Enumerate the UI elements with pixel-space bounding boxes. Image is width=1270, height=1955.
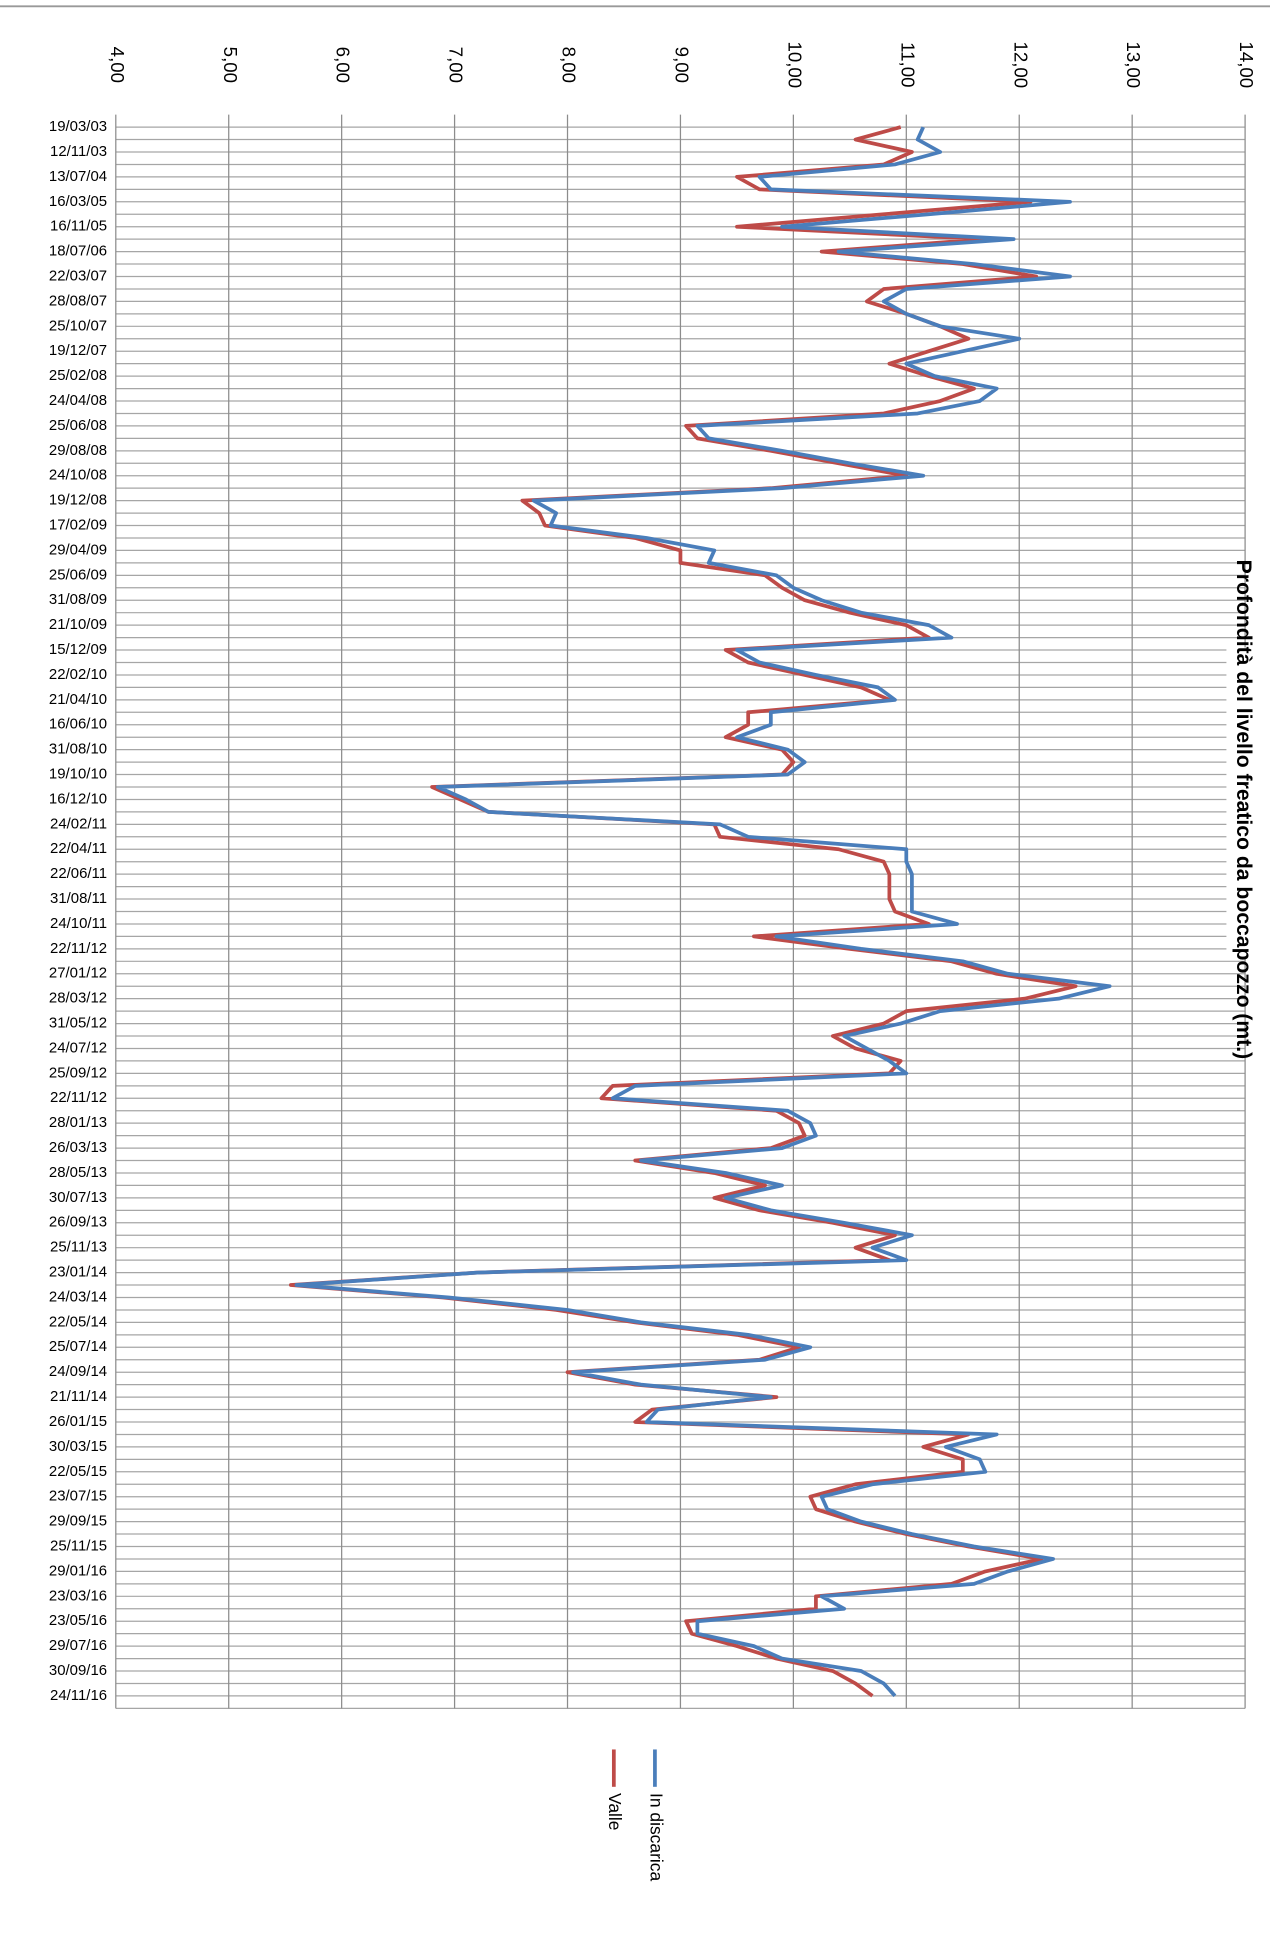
- category-label: 19/12/07: [49, 342, 107, 359]
- category-label: 16/03/05: [49, 193, 107, 210]
- category-label: 25/02/08: [49, 367, 107, 384]
- category-label: 22/02/10: [49, 666, 107, 683]
- category-label: 24/10/08: [49, 467, 107, 484]
- category-label: 28/01/13: [49, 1114, 107, 1131]
- category-label: 19/10/10: [49, 766, 107, 783]
- category-label: 23/07/15: [49, 1488, 107, 1505]
- legend-label: Valle: [605, 1793, 625, 1830]
- category-label: 24/09/14: [49, 1363, 107, 1380]
- value-tick-label: 4,00: [107, 47, 128, 83]
- category-label: 24/02/11: [50, 815, 107, 832]
- category-label: 22/05/14: [49, 1313, 107, 1330]
- category-label: 31/08/09: [49, 591, 107, 608]
- category-label: 26/01/15: [49, 1413, 107, 1430]
- category-label: 16/12/10: [49, 790, 107, 807]
- category-label: 24/07/12: [49, 1039, 107, 1056]
- category-label: 26/03/13: [49, 1139, 107, 1156]
- category-label: 21/10/09: [49, 616, 107, 633]
- category-label: 25/11/15: [50, 1537, 107, 1554]
- category-label: 19/12/08: [49, 492, 107, 509]
- value-tick-label: 12,00: [1010, 41, 1031, 88]
- value-tick-label: 6,00: [333, 47, 354, 83]
- value-tick-label: 10,00: [784, 41, 805, 88]
- category-label: 25/07/14: [49, 1338, 107, 1355]
- category-label: 27/01/12: [49, 965, 107, 982]
- value-tick-label: 9,00: [672, 47, 693, 83]
- category-label: 25/10/07: [49, 317, 107, 334]
- value-tick-label: 8,00: [559, 47, 580, 83]
- chart-title: Profondità del livello freatico da bocca…: [1232, 560, 1255, 1060]
- category-label: 22/06/11: [50, 865, 107, 882]
- category-label: 23/03/16: [49, 1587, 107, 1604]
- category-label: 25/06/08: [49, 417, 107, 434]
- category-label: 25/11/13: [50, 1239, 107, 1256]
- category-label: 24/11/16: [50, 1687, 107, 1704]
- category-label: 12/11/03: [50, 143, 107, 160]
- category-label: 28/05/13: [49, 1164, 107, 1181]
- value-tick-label: 11,00: [897, 42, 918, 87]
- category-label: 23/01/14: [49, 1264, 107, 1281]
- category-label: 19/03/03: [49, 118, 107, 135]
- category-label: 28/08/07: [49, 292, 107, 309]
- category-label: 29/09/15: [49, 1513, 107, 1530]
- category-label: 22/11/12: [50, 1089, 107, 1106]
- category-label: 30/09/16: [49, 1662, 107, 1679]
- category-label: 25/09/12: [49, 1064, 107, 1081]
- category-label: 30/07/13: [49, 1189, 107, 1206]
- category-label: 18/07/06: [49, 243, 107, 260]
- title-box: [1226, 647, 1264, 959]
- category-label: 26/09/13: [49, 1214, 107, 1231]
- category-label: 22/03/07: [49, 267, 107, 284]
- category-label: 24/03/14: [49, 1288, 107, 1305]
- category-label: 28/03/12: [49, 990, 107, 1007]
- value-tick-label: 14,00: [1236, 41, 1257, 88]
- legend-label: In discarica: [646, 1793, 666, 1881]
- category-label: 15/12/09: [49, 641, 107, 658]
- category-label: 29/08/08: [49, 442, 107, 459]
- category-label: 31/08/10: [49, 741, 107, 758]
- category-label: 29/01/16: [49, 1562, 107, 1579]
- value-tick-label: 13,00: [1123, 41, 1144, 88]
- category-label: 31/08/11: [50, 890, 107, 907]
- value-tick-label: 5,00: [220, 47, 241, 83]
- series-line: [294, 126, 1112, 1698]
- category-label: 25/06/09: [49, 566, 107, 583]
- category-label: 22/05/15: [49, 1463, 107, 1480]
- category-label: 30/03/15: [49, 1438, 107, 1455]
- category-label: 24/10/11: [50, 915, 107, 932]
- category-label: 29/04/09: [49, 541, 107, 558]
- category-label: 17/02/09: [49, 516, 107, 533]
- category-label: 22/11/12: [50, 940, 107, 957]
- category-label: 21/04/10: [49, 691, 107, 708]
- category-label: 13/07/04: [49, 168, 107, 185]
- category-label: 21/11/14: [50, 1388, 107, 1405]
- category-label: 31/05/12: [49, 1015, 107, 1032]
- value-tick-label: 7,00: [446, 47, 467, 83]
- category-label: 29/07/16: [49, 1637, 107, 1654]
- category-label: 16/06/10: [49, 716, 107, 733]
- category-label: 16/11/05: [50, 218, 107, 235]
- category-label: 23/05/16: [49, 1612, 107, 1629]
- category-label: 22/04/11: [50, 840, 107, 857]
- category-label: 24/04/08: [49, 392, 107, 409]
